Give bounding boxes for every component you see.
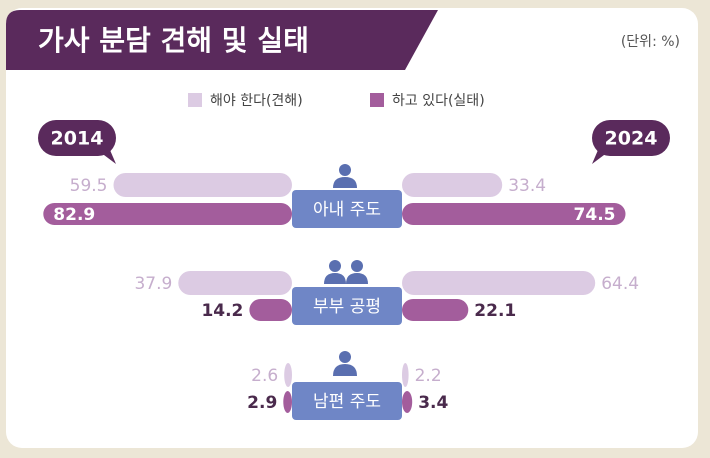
bar: [43, 203, 292, 225]
bar: [284, 363, 292, 387]
value-label: 2.2: [415, 366, 442, 386]
category-label: 남편 주도: [313, 392, 381, 412]
icon: [324, 164, 368, 376]
bar: [402, 271, 596, 295]
value-label: 22.1: [474, 301, 516, 321]
bar: [402, 299, 469, 321]
value-label: 37.9: [134, 274, 172, 294]
category-box: [292, 287, 402, 325]
year-bubble-right: 2024: [592, 120, 670, 164]
bar: [178, 271, 292, 295]
category-label: 부부 공평: [313, 297, 381, 317]
value-label: 64.4: [601, 274, 639, 294]
category-box: [292, 190, 402, 228]
value-label: 2.6: [251, 366, 278, 386]
value-label: 33.4: [508, 176, 546, 196]
legend-swatch: [188, 93, 202, 107]
category-box: [292, 382, 402, 420]
bar: [402, 203, 626, 225]
bar: [402, 363, 409, 387]
value-label: 59.5: [70, 176, 108, 196]
legend-label: 해야 한다(견해): [210, 93, 303, 109]
value-label: 14.2: [201, 301, 243, 321]
unit-label: (단위: %): [621, 34, 680, 50]
bar: [249, 299, 292, 321]
value-label: 3.4: [418, 393, 448, 413]
value-label: 74.5: [574, 205, 616, 225]
bar: [113, 173, 292, 197]
chart-title: 가사 분담 견해 및 실태: [38, 24, 309, 57]
bar: [402, 391, 413, 413]
year-bubble-left: 2014: [38, 120, 116, 164]
year-label: 2024: [605, 128, 658, 150]
category-label: 아내 주도: [313, 200, 381, 220]
title-tab: [6, 10, 438, 70]
bar: [402, 173, 503, 197]
legend-swatch: [370, 93, 384, 107]
legend-label: 하고 있다(실태): [392, 93, 485, 109]
value-label: 82.9: [53, 205, 95, 225]
value-label: 2.9: [247, 393, 277, 413]
year-label: 2014: [51, 128, 104, 150]
bar: [283, 391, 292, 413]
